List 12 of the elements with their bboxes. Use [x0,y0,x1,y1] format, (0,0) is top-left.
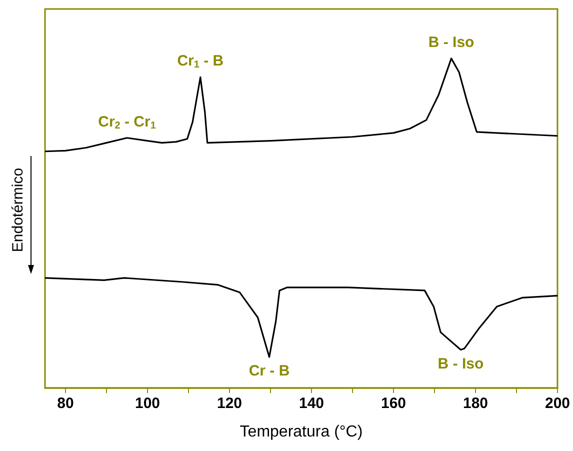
x-axis-title: Temperatura (°C) [240,424,363,440]
x-tick-label: 140 [298,395,324,412]
x-tick-label: 80 [57,395,74,412]
x-tick-label: 200 [544,395,570,412]
x-tick-label: 180 [462,395,488,412]
y-axis-title: Endotérmico [10,168,26,252]
x-tick-label: 160 [380,395,406,412]
x-tick-label: 100 [134,395,160,412]
annotation: B - Iso [438,355,484,372]
annotation: B - Iso [428,34,474,51]
annotation: Cr - B [248,362,290,380]
x-tick-label: 120 [216,395,242,412]
